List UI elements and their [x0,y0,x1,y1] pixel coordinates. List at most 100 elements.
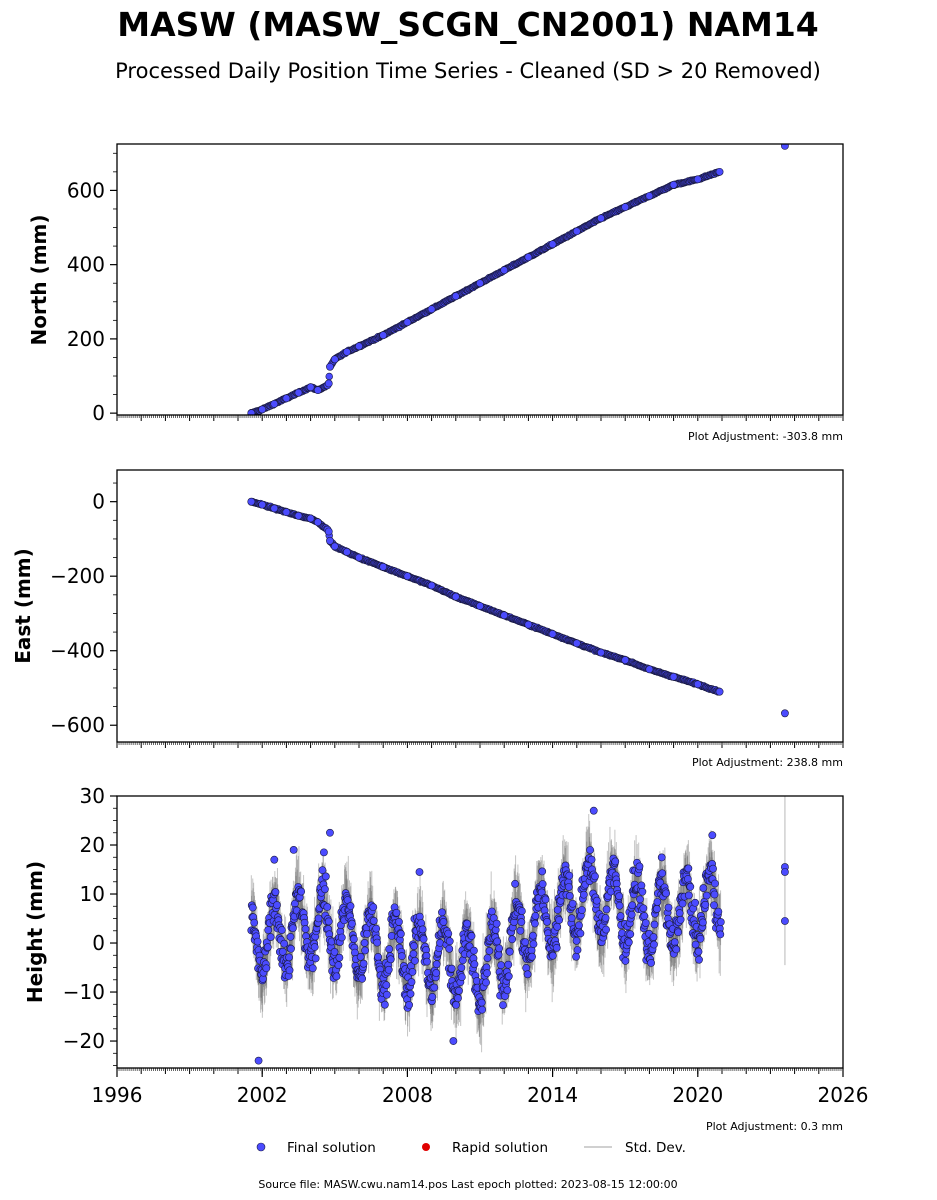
data-point [683,875,692,883]
data-point [253,937,262,946]
data-point [503,986,512,995]
data-point [430,983,439,992]
data-point [408,968,417,976]
y-tick-label: 0 [92,401,105,425]
y-tick-label: 0 [92,490,105,514]
data-point [615,901,624,910]
y-tick-label: −600 [50,713,105,737]
data-point [470,960,479,969]
data-point [445,944,454,953]
data-point [264,926,273,934]
data-point [476,602,484,610]
data-point [427,305,436,314]
data-point [684,891,693,900]
plot-area [247,796,789,1065]
data-point [373,938,382,947]
data-point [285,966,294,975]
data-point [405,1000,413,1009]
data-point [415,912,424,921]
data-point [511,879,519,888]
data-point [419,935,428,943]
data-point [289,924,297,933]
y-tick-label: −20 [63,1029,105,1053]
data-point [287,944,295,953]
east-ylabel: East (mm) [11,548,35,664]
chart-title: MASW (MASW_SCGN_CN2001) NAM14 [117,5,819,44]
data-point [657,853,666,862]
data-point [356,952,365,961]
data-point [597,214,605,223]
data-point [529,940,538,949]
data-point [591,872,599,881]
data-point [499,1001,507,1009]
x-tick-label: 1996 [92,1083,143,1107]
data-point [361,946,369,955]
data-point [586,846,595,854]
data-point [504,960,513,969]
data-point [280,939,289,948]
data-point [417,919,426,928]
data-point [266,933,275,941]
data-point [335,953,344,962]
data-point [624,938,633,947]
y-tick-label: −200 [50,564,105,588]
data-point [342,347,351,356]
data-point [411,956,419,965]
data-point [358,974,367,983]
data-point [531,919,539,928]
data-point [541,895,550,904]
data-point [577,906,586,914]
x-tick-label: 2008 [382,1083,433,1107]
y-tick-label: 20 [80,833,105,857]
data-point [330,542,339,551]
data-point [380,1000,389,1009]
data-point [406,989,415,998]
data-point [572,936,581,945]
data-point [528,952,536,961]
data-point [524,620,533,629]
north-data [247,144,789,415]
data-point [451,592,460,601]
data-point [573,946,582,954]
data-point [517,907,526,915]
data-point [564,883,573,891]
data-point [477,998,486,1007]
data-point [628,901,637,910]
data-point [645,192,654,200]
data-point [637,881,646,890]
data-point [500,611,509,620]
data-point [382,981,391,989]
data-point [522,964,531,972]
data-point [647,958,655,967]
data-point [686,882,695,891]
data-point [504,972,513,981]
data-point [640,912,649,920]
data-point [531,912,540,920]
data-point [250,918,259,927]
data-point [326,536,334,545]
data-point [715,687,724,696]
data-point [306,383,315,392]
height-data [247,796,789,1065]
data-point [254,1056,263,1065]
data-point [538,867,547,876]
data-point [696,934,705,943]
data-point [310,943,319,951]
data-point [447,964,456,973]
data-point [567,914,576,923]
data-point [385,945,394,953]
east-data [247,497,789,718]
data-point [273,901,281,909]
data-point [379,331,388,340]
data-point [409,950,418,958]
north-panel: 0 200 400 600 North (mm) Plot Adjustment: -… [27,143,844,443]
data-point [500,266,509,275]
data-point [457,963,466,972]
y-tick-label: 0 [92,931,105,955]
data-point [676,915,685,924]
data-point [602,905,611,914]
data-point [476,279,484,288]
y-tick-label: −400 [50,639,105,663]
data-point [323,903,332,911]
data-point [693,175,702,184]
